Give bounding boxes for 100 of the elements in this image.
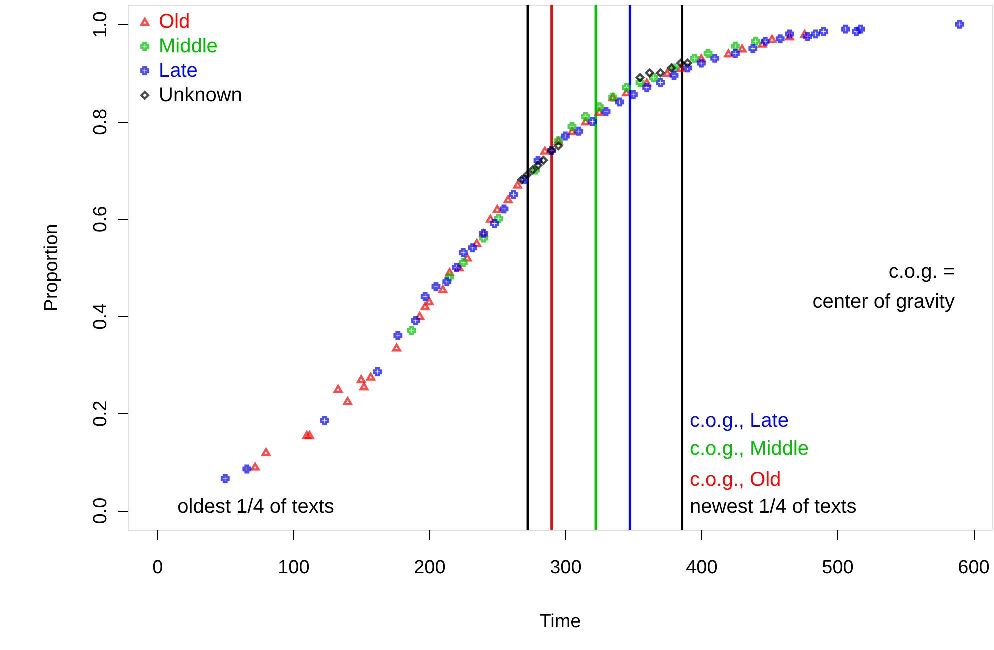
point — [856, 24, 866, 34]
annotation: c.o.g. = center of gravity — [812, 261, 955, 313]
point — [531, 166, 540, 175]
point — [622, 88, 632, 97]
point — [568, 127, 577, 136]
point — [394, 331, 403, 340]
point — [615, 98, 624, 107]
point — [520, 176, 530, 184]
point — [463, 254, 472, 262]
point — [500, 204, 509, 214]
point — [392, 344, 402, 352]
y-tick-label: 0.4 — [90, 302, 112, 330]
point — [492, 205, 502, 214]
point — [955, 20, 964, 29]
point — [760, 37, 770, 46]
ref-line-label: c.o.g., Middle — [690, 438, 809, 460]
point — [636, 73, 645, 82]
point — [676, 64, 686, 72]
point — [220, 474, 230, 484]
point — [568, 122, 577, 131]
point — [642, 83, 652, 92]
x-tick-label: 200 — [414, 558, 446, 578]
point — [656, 78, 666, 88]
point — [649, 73, 658, 82]
point — [581, 112, 590, 122]
point — [731, 42, 740, 51]
y-axis-title: Proportion — [42, 224, 62, 312]
point — [594, 108, 604, 116]
point — [663, 69, 672, 78]
point — [602, 107, 611, 116]
x-tick-label: 600 — [958, 558, 990, 578]
point — [504, 195, 513, 204]
legend-label: Late — [159, 60, 198, 82]
point — [628, 90, 638, 100]
point — [676, 58, 686, 68]
point — [645, 68, 654, 78]
point — [343, 397, 352, 406]
point — [539, 156, 548, 166]
point — [670, 71, 679, 80]
point — [724, 50, 734, 58]
point — [683, 64, 692, 73]
point — [494, 214, 504, 224]
y-tick-label: 0.0 — [90, 498, 112, 524]
point — [442, 278, 452, 287]
point — [305, 431, 314, 440]
point — [768, 35, 777, 44]
point — [420, 302, 430, 310]
point — [458, 258, 468, 268]
legend-label: Middle — [159, 36, 218, 58]
point — [738, 44, 747, 53]
point — [560, 132, 570, 141]
point — [452, 263, 462, 272]
point — [517, 176, 526, 184]
point — [554, 142, 564, 150]
ref-line-label: newest 1/4 of texts — [690, 496, 857, 518]
point — [479, 234, 488, 243]
point — [468, 244, 478, 253]
point — [445, 268, 454, 276]
point — [683, 58, 692, 68]
point — [242, 464, 252, 474]
point — [819, 27, 828, 36]
point — [250, 462, 260, 471]
point — [656, 68, 666, 78]
point — [302, 431, 312, 440]
point — [697, 54, 706, 62]
point — [710, 54, 720, 63]
x-tick-label: 0 — [152, 558, 164, 578]
point — [667, 64, 676, 73]
y-tick-label: 0.2 — [90, 400, 112, 428]
point — [490, 219, 500, 228]
point — [697, 58, 706, 68]
point — [534, 156, 543, 166]
point — [360, 382, 369, 391]
x-tick-label: 400 — [686, 558, 718, 578]
legend-label: Unknown — [159, 84, 242, 106]
ref-line-label: c.o.g., Late — [690, 410, 789, 432]
point — [528, 166, 538, 175]
point — [852, 27, 861, 36]
point — [581, 118, 590, 126]
point — [445, 272, 454, 282]
point — [262, 448, 271, 456]
y-tick-label: 0.8 — [90, 108, 112, 136]
x-axis-title: Time — [540, 612, 582, 632]
point — [334, 385, 343, 394]
point — [411, 316, 420, 326]
point — [776, 34, 785, 44]
point — [424, 298, 434, 306]
point — [432, 282, 441, 292]
x-tick-label: 500 — [822, 558, 854, 578]
point — [731, 49, 740, 58]
x-tick-label: 300 — [550, 558, 582, 578]
y-tick-label: 1.0 — [90, 12, 112, 38]
point — [540, 146, 550, 155]
point — [522, 170, 532, 180]
point — [751, 37, 760, 46]
legend-label: Old — [159, 11, 190, 33]
point — [800, 30, 810, 38]
point — [513, 180, 522, 189]
point — [785, 32, 794, 41]
point — [803, 32, 812, 42]
